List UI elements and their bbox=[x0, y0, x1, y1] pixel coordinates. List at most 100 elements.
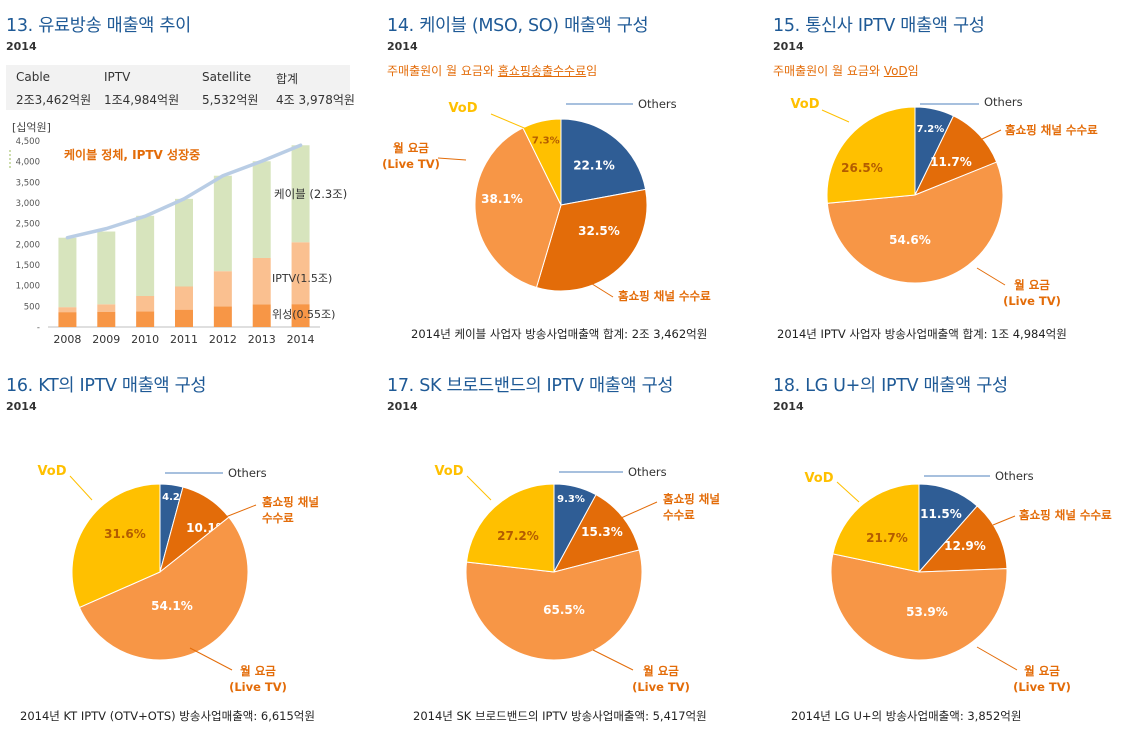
panel-title: 15. 통신사 IPTV 매출액 구성 bbox=[773, 16, 985, 36]
pie-slice-others bbox=[560, 118, 647, 206]
bar-segment bbox=[252, 304, 271, 327]
leader-line bbox=[976, 646, 1018, 671]
legend-label-monthly: (Live TV) bbox=[1013, 680, 1071, 694]
data-label: 12.9% bbox=[944, 539, 986, 553]
data-label: 27.2% bbox=[497, 529, 539, 543]
subtitle-text: 주매출원이 월 요금와 bbox=[387, 64, 498, 78]
pie-slice-vod bbox=[826, 106, 916, 204]
summary-header: 합계 bbox=[276, 72, 299, 86]
panel-13: 13. 유료방송 매출액 추이 2014 Cable IPTV Satellit… bbox=[0, 0, 362, 356]
subtitle-suffix: 임 bbox=[907, 64, 919, 78]
bar-segment bbox=[136, 215, 155, 296]
legend-label-others: Others bbox=[984, 95, 1023, 109]
data-label: 22.1% bbox=[573, 158, 615, 172]
panel-title: 16. KT의 IPTV 매출액 구성 bbox=[6, 376, 207, 396]
bar-segment bbox=[213, 175, 232, 272]
legend-label-monthly: 월 요금 bbox=[643, 664, 679, 678]
pie-slice-homeshopping bbox=[913, 115, 998, 196]
bar-segment bbox=[175, 198, 193, 287]
pie-slice-monthly bbox=[465, 549, 643, 661]
y-tick-label: - bbox=[37, 323, 40, 333]
data-label: 65.5% bbox=[543, 603, 585, 617]
data-label: 4.2% bbox=[162, 492, 190, 503]
legend-label-monthly: (Live TV) bbox=[1003, 294, 1061, 308]
y-axis-label: [십억원] bbox=[12, 121, 51, 134]
panel-footnote: 2014년 SK 브로드밴드의 IPTV 방송사업매출액: 5,417억원 bbox=[413, 709, 707, 723]
total-trend-line bbox=[65, 143, 303, 240]
panel-year: 2014 bbox=[387, 400, 418, 413]
bar-segment bbox=[58, 307, 77, 313]
panel-16: 16. KT의 IPTV 매출액 구성 2014 4.2% 10.1% 54.1% 3… bbox=[0, 360, 362, 742]
x-tick-label: 2014 bbox=[287, 333, 315, 346]
y-tick-label: 4,500 bbox=[16, 137, 40, 147]
leader-line bbox=[992, 515, 1016, 526]
pie-slice-vod bbox=[466, 483, 555, 573]
legend-label-homeshopping: 홈쇼핑 채널 수수료 bbox=[1005, 123, 1098, 137]
x-tick-label: 2009 bbox=[92, 333, 120, 346]
pie-slice-monthly bbox=[78, 516, 249, 661]
leader-line bbox=[189, 647, 233, 671]
panel-footnote: 2014년 LG U+의 방송사업매출액: 3,852억원 bbox=[791, 709, 1022, 723]
summary-header: Satellite bbox=[202, 70, 252, 84]
subtitle-underlined: VoD bbox=[883, 64, 908, 78]
panel-title: 18. LG U+의 IPTV 매출액 구성 bbox=[773, 376, 1008, 396]
leader-line bbox=[466, 475, 492, 501]
data-label: 11.5% bbox=[920, 507, 962, 521]
leader-line bbox=[490, 113, 530, 131]
series-label-iptv: IPTV(1.5조) bbox=[272, 272, 332, 285]
bar-segment bbox=[213, 271, 232, 307]
legend-label-homeshopping: 수수료 bbox=[663, 508, 695, 522]
pie-slice-monthly bbox=[826, 161, 1004, 284]
chart-annotation: 케이블 정체, IPTV 성장중 bbox=[64, 147, 200, 162]
series-label-satellite: 위성(0.55조) bbox=[272, 308, 335, 321]
leader-line bbox=[437, 157, 467, 161]
subtitle-suffix: 임 bbox=[586, 64, 598, 78]
bar-segment bbox=[136, 296, 155, 312]
y-tick-label: 4,000 bbox=[16, 158, 40, 168]
bar-segment bbox=[252, 257, 271, 305]
legend-label-others: Others bbox=[638, 97, 677, 111]
bar-segment bbox=[58, 312, 77, 327]
legend-label-homeshopping: 홈쇼핑 채널 수수료 bbox=[618, 289, 711, 303]
data-label: 15.3% bbox=[581, 525, 623, 539]
data-label: 54.1% bbox=[151, 599, 193, 613]
summary-header: Cable bbox=[16, 70, 51, 84]
pie-slice-vod bbox=[832, 483, 920, 573]
panel-year: 2014 bbox=[773, 400, 804, 413]
bar-segment bbox=[97, 311, 116, 327]
panel-title: 17. SK 브로드밴드의 IPTV 매출액 구성 bbox=[387, 376, 674, 396]
panel-year: 2014 bbox=[773, 40, 804, 53]
bar-segment bbox=[175, 309, 193, 327]
leader-line bbox=[620, 501, 658, 519]
legend-label-monthly: (Live TV) bbox=[229, 680, 287, 694]
pie-slice-monthly bbox=[830, 553, 1008, 661]
leader-line bbox=[979, 129, 1002, 141]
pie-slice-homeshopping bbox=[917, 505, 1008, 573]
bar-segment bbox=[97, 304, 116, 312]
subtitle-text: 주매출원이 월 요금와 bbox=[773, 64, 884, 78]
panel-15: 15. 통신사 IPTV 매출액 구성 2014 주매출원이 월 요금와 VoD… bbox=[767, 0, 1136, 356]
bar-segment bbox=[291, 304, 310, 327]
panel-subtitle: 주매출원이 월 요금와 홈쇼핑송출수수료임 bbox=[387, 62, 597, 79]
leader-line bbox=[588, 281, 614, 298]
bar-segment bbox=[58, 237, 77, 308]
legend-label-monthly: (Live TV) bbox=[382, 157, 440, 171]
data-label: 9.3% bbox=[557, 494, 585, 505]
legend-label-monthly: 월 요금 bbox=[1024, 664, 1060, 678]
summary-table: Cable IPTV Satellite 합계 2조3,462억원 1조4,98… bbox=[6, 65, 355, 110]
leader-line bbox=[217, 504, 257, 521]
stacked-bar-chart: [십억원] - 500 1,000 1,500 2,000 2,500 3,000 3,500 4… bbox=[9, 121, 347, 346]
y-tick-label: 3,000 bbox=[16, 199, 40, 209]
series-label-cable: 케이블 (2.3조) bbox=[274, 187, 347, 201]
data-label: 7.3% bbox=[532, 136, 560, 147]
y-tick-label: 1,000 bbox=[16, 282, 40, 292]
legend-label-vod: VoD bbox=[448, 101, 477, 116]
panel-year: 2014 bbox=[6, 400, 37, 413]
x-tick-label: 2010 bbox=[131, 333, 159, 346]
x-tick-label: 2011 bbox=[170, 333, 198, 346]
legend-label-homeshopping: 홈쇼핑 채널 bbox=[663, 492, 720, 506]
leader-line bbox=[592, 649, 634, 671]
x-tick-label: 2013 bbox=[248, 333, 276, 346]
